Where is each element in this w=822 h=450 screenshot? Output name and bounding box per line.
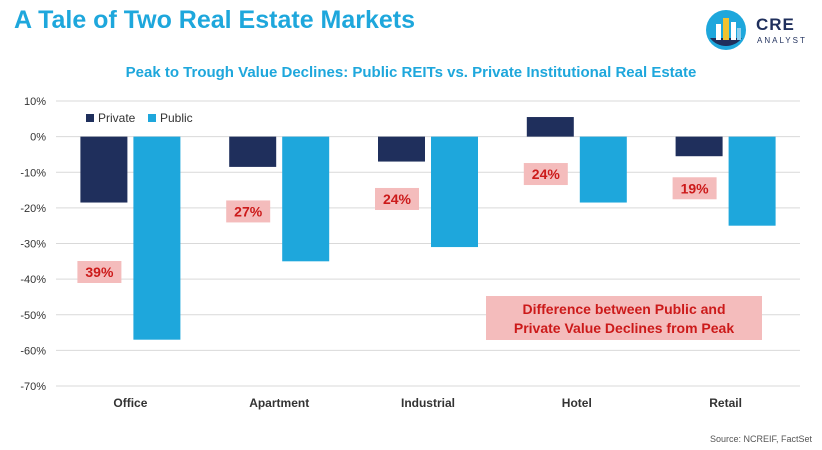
bar-public-office xyxy=(133,136,181,340)
difference-label-bg xyxy=(672,177,717,200)
bar-public-industrial xyxy=(431,136,478,248)
legend-label-public: Public xyxy=(160,111,193,125)
y-tick-label: -20% xyxy=(20,203,46,215)
cre-analyst-logo: CRE ANALYST xyxy=(704,8,816,52)
y-tick-label: -70% xyxy=(20,381,46,393)
x-tick-label: Industrial xyxy=(401,396,455,410)
difference-label: 24% xyxy=(383,191,412,207)
legend-label-private: Private xyxy=(98,111,136,125)
difference-label-bg xyxy=(523,163,568,186)
difference-label-bg xyxy=(375,187,419,210)
bar-public-retail xyxy=(728,136,776,226)
difference-label: 27% xyxy=(234,203,263,219)
bar-private-office xyxy=(80,136,128,203)
y-tick-label: 10% xyxy=(24,96,46,108)
page-title: A Tale of Two Real Estate Markets xyxy=(14,6,416,34)
bar-private-apartment xyxy=(229,136,277,167)
callout-box xyxy=(486,296,762,340)
logo-icon xyxy=(706,10,746,50)
x-tick-label: Retail xyxy=(709,396,742,410)
difference-label: 19% xyxy=(681,180,710,196)
legend-swatch-private xyxy=(86,114,94,122)
difference-label-bg xyxy=(77,261,122,283)
y-tick-label: -30% xyxy=(20,239,46,251)
callout-text: Difference between Public and xyxy=(522,301,725,317)
x-tick-label: Office xyxy=(113,396,147,410)
y-tick-label: -60% xyxy=(20,345,46,357)
legend-swatch-public xyxy=(148,114,156,122)
difference-label-bg xyxy=(226,200,271,223)
callout-text: Private Value Declines from Peak xyxy=(514,320,734,336)
y-tick-label: -50% xyxy=(20,310,46,322)
y-tick-label: -40% xyxy=(20,274,46,286)
y-tick-label: -10% xyxy=(20,167,46,179)
difference-label: 24% xyxy=(532,166,561,182)
difference-label: 39% xyxy=(85,264,114,280)
logo-main-text: CRE xyxy=(756,15,795,34)
y-tick-label: 0% xyxy=(30,132,46,144)
bar-private-hotel xyxy=(526,117,574,137)
bar-private-retail xyxy=(675,136,723,157)
x-tick-label: Apartment xyxy=(249,396,309,410)
bar-public-apartment xyxy=(282,136,330,262)
bar-public-hotel xyxy=(579,136,627,203)
chart-title: Peak to Trough Value Declines: Public RE… xyxy=(125,64,697,81)
x-tick-label: Hotel xyxy=(562,396,592,410)
logo-sub-text: ANALYST xyxy=(757,36,807,45)
bar-private-industrial xyxy=(378,136,425,162)
source-note: Source: NCREIF, FactSet xyxy=(709,434,812,444)
